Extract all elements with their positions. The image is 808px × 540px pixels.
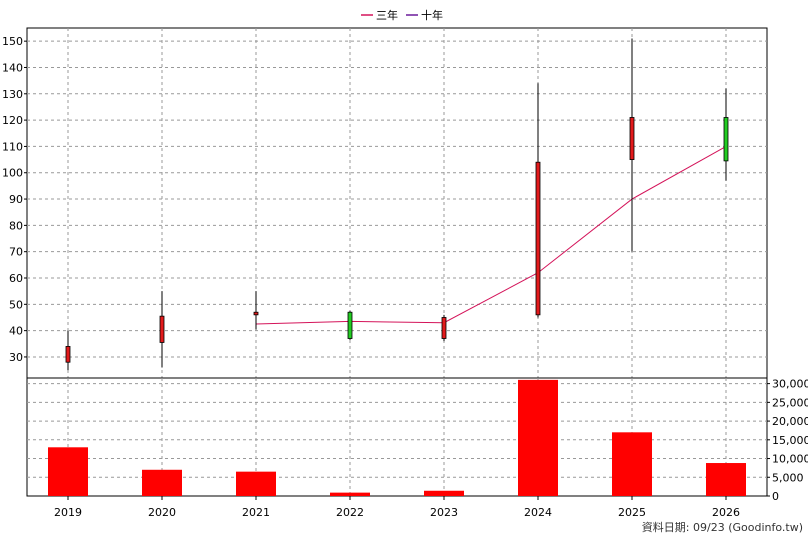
- year-tick-label: 2020: [148, 506, 176, 519]
- legend-ten-year-label: 十年: [421, 8, 443, 22]
- volume-tick-label: 15,000: [772, 434, 808, 447]
- volume-tick-label: 20,000: [772, 415, 808, 428]
- candle-body: [629, 117, 635, 160]
- volume-tick-label: 0: [772, 490, 779, 503]
- year-tick-label: 2019: [54, 506, 82, 519]
- candle-2020: [159, 291, 165, 368]
- candle-body: [441, 317, 447, 339]
- price-tick-label: 90: [9, 193, 23, 206]
- volume-tick-label: 30,000: [772, 378, 808, 391]
- price-axis-ticks: 30 40 50 60 70 80 90 100 110 120 130 140 150: [2, 35, 27, 364]
- year-tick-label: 2021: [242, 506, 270, 519]
- candle-2023: [441, 314, 447, 342]
- volume-bar-2026: [706, 463, 746, 496]
- year-tick-label: 2024: [524, 506, 552, 519]
- year-axis-ticks: 2019 2020 2021 2022 2023 2024 2025 2026: [54, 496, 740, 519]
- data-source-note: 資料日期: 09/23 (Goodinfo.tw): [642, 520, 803, 534]
- price-tick-label: 70: [9, 246, 23, 259]
- candle-body: [253, 311, 259, 316]
- candle-body: [723, 117, 729, 162]
- price-plot-frame: [26, 27, 768, 379]
- price-tick-label: 100: [2, 167, 23, 180]
- volume-bar-2025: [612, 432, 652, 496]
- price-tick-label: 80: [9, 219, 23, 232]
- candles: [65, 38, 729, 371]
- three-year-line-path: [255, 145, 727, 325]
- candle-2026: [723, 88, 729, 181]
- volume-bar-2024: [518, 379, 558, 496]
- volume-axis-ticks: 0 5,000 10,000 15,000 20,000 25,000 30,000: [767, 378, 808, 503]
- volume-bar-2020: [142, 469, 182, 496]
- volume-plot-frame: [26, 377, 768, 497]
- price-tick-label: 50: [9, 298, 23, 311]
- price-tick-label: 150: [2, 35, 23, 48]
- year-tick-label: 2026: [712, 506, 740, 519]
- year-tick-label: 2025: [618, 506, 646, 519]
- candle-2022: [347, 310, 353, 340]
- price-tick-label: 110: [2, 140, 23, 153]
- price-tick-label: 130: [2, 88, 23, 101]
- price-tick-label: 30: [9, 351, 23, 364]
- three-year-line: [255, 145, 727, 325]
- price-tick-label: 60: [9, 272, 23, 285]
- candle-2021: [253, 291, 259, 330]
- volume-bar-2021: [236, 471, 276, 496]
- price-tick-label: 120: [2, 114, 23, 127]
- candle-2025: [629, 38, 635, 252]
- volume-bar-2023: [424, 490, 464, 496]
- volume-bar-2019: [48, 447, 88, 496]
- volume-tick-label: 5,000: [772, 471, 804, 484]
- candle-2024: [535, 83, 541, 318]
- price-tick-label: 140: [2, 61, 23, 74]
- volume-tick-label: 25,000: [772, 396, 808, 409]
- price-tick-label: 40: [9, 325, 23, 338]
- volume-bars: [48, 379, 746, 496]
- candle-body: [347, 311, 353, 339]
- year-tick-label: 2022: [336, 506, 364, 519]
- legend-three-year-label: 三年: [376, 8, 398, 22]
- candle-2019: [65, 330, 71, 371]
- candle-body: [159, 315, 165, 343]
- volume-bar-2022: [330, 492, 370, 496]
- candle-body: [535, 161, 541, 316]
- volume-tick-label: 10,000: [772, 453, 808, 466]
- candle-body: [65, 346, 71, 363]
- legend: 三年 十年: [361, 8, 443, 22]
- year-tick-label: 2023: [430, 506, 458, 519]
